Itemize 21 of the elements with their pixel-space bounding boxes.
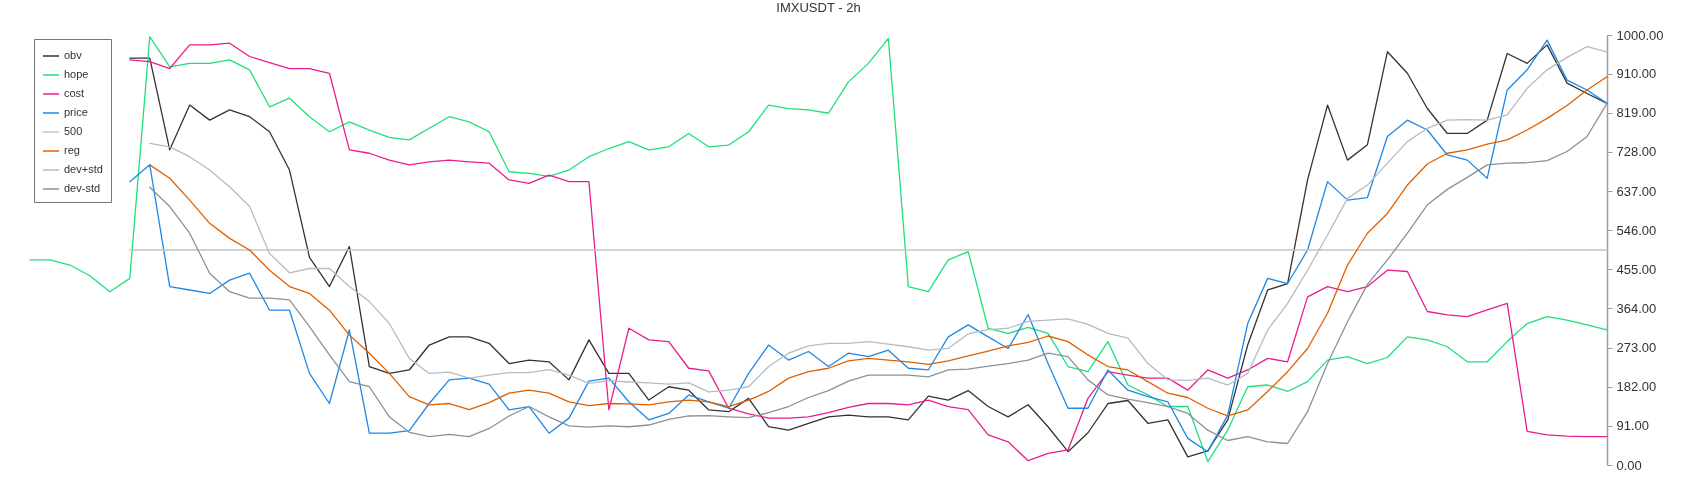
chart-title: IMXUSDT - 2h xyxy=(776,0,861,15)
legend-label: cost xyxy=(64,87,85,99)
y-tick-label: 273.00 xyxy=(1616,340,1657,356)
y-tick-label: 728.00 xyxy=(1616,144,1657,160)
y-tick-label: 364.00 xyxy=(1616,300,1657,316)
y-tick-label: 1000.00 xyxy=(1616,27,1664,43)
legend-label: reg xyxy=(64,144,80,156)
y-tick-label: 819.00 xyxy=(1616,105,1657,121)
y-tick-label: 0.00 xyxy=(1616,457,1642,473)
legend-label: dev-std xyxy=(64,182,101,194)
legend-label: obv xyxy=(64,49,83,61)
y-tick-label: 637.00 xyxy=(1616,183,1657,199)
legend-label: dev+std xyxy=(64,163,103,175)
y-tick-label: 546.00 xyxy=(1616,222,1657,238)
y-tick-label: 455.00 xyxy=(1616,261,1657,277)
y-tick-label: 91.00 xyxy=(1616,418,1650,434)
legend-label: 500 xyxy=(64,125,83,137)
y-tick-label: 182.00 xyxy=(1616,379,1657,395)
legend-label: hope xyxy=(64,68,89,80)
legend-label: price xyxy=(64,106,88,118)
y-tick-label: 910.00 xyxy=(1616,66,1657,82)
